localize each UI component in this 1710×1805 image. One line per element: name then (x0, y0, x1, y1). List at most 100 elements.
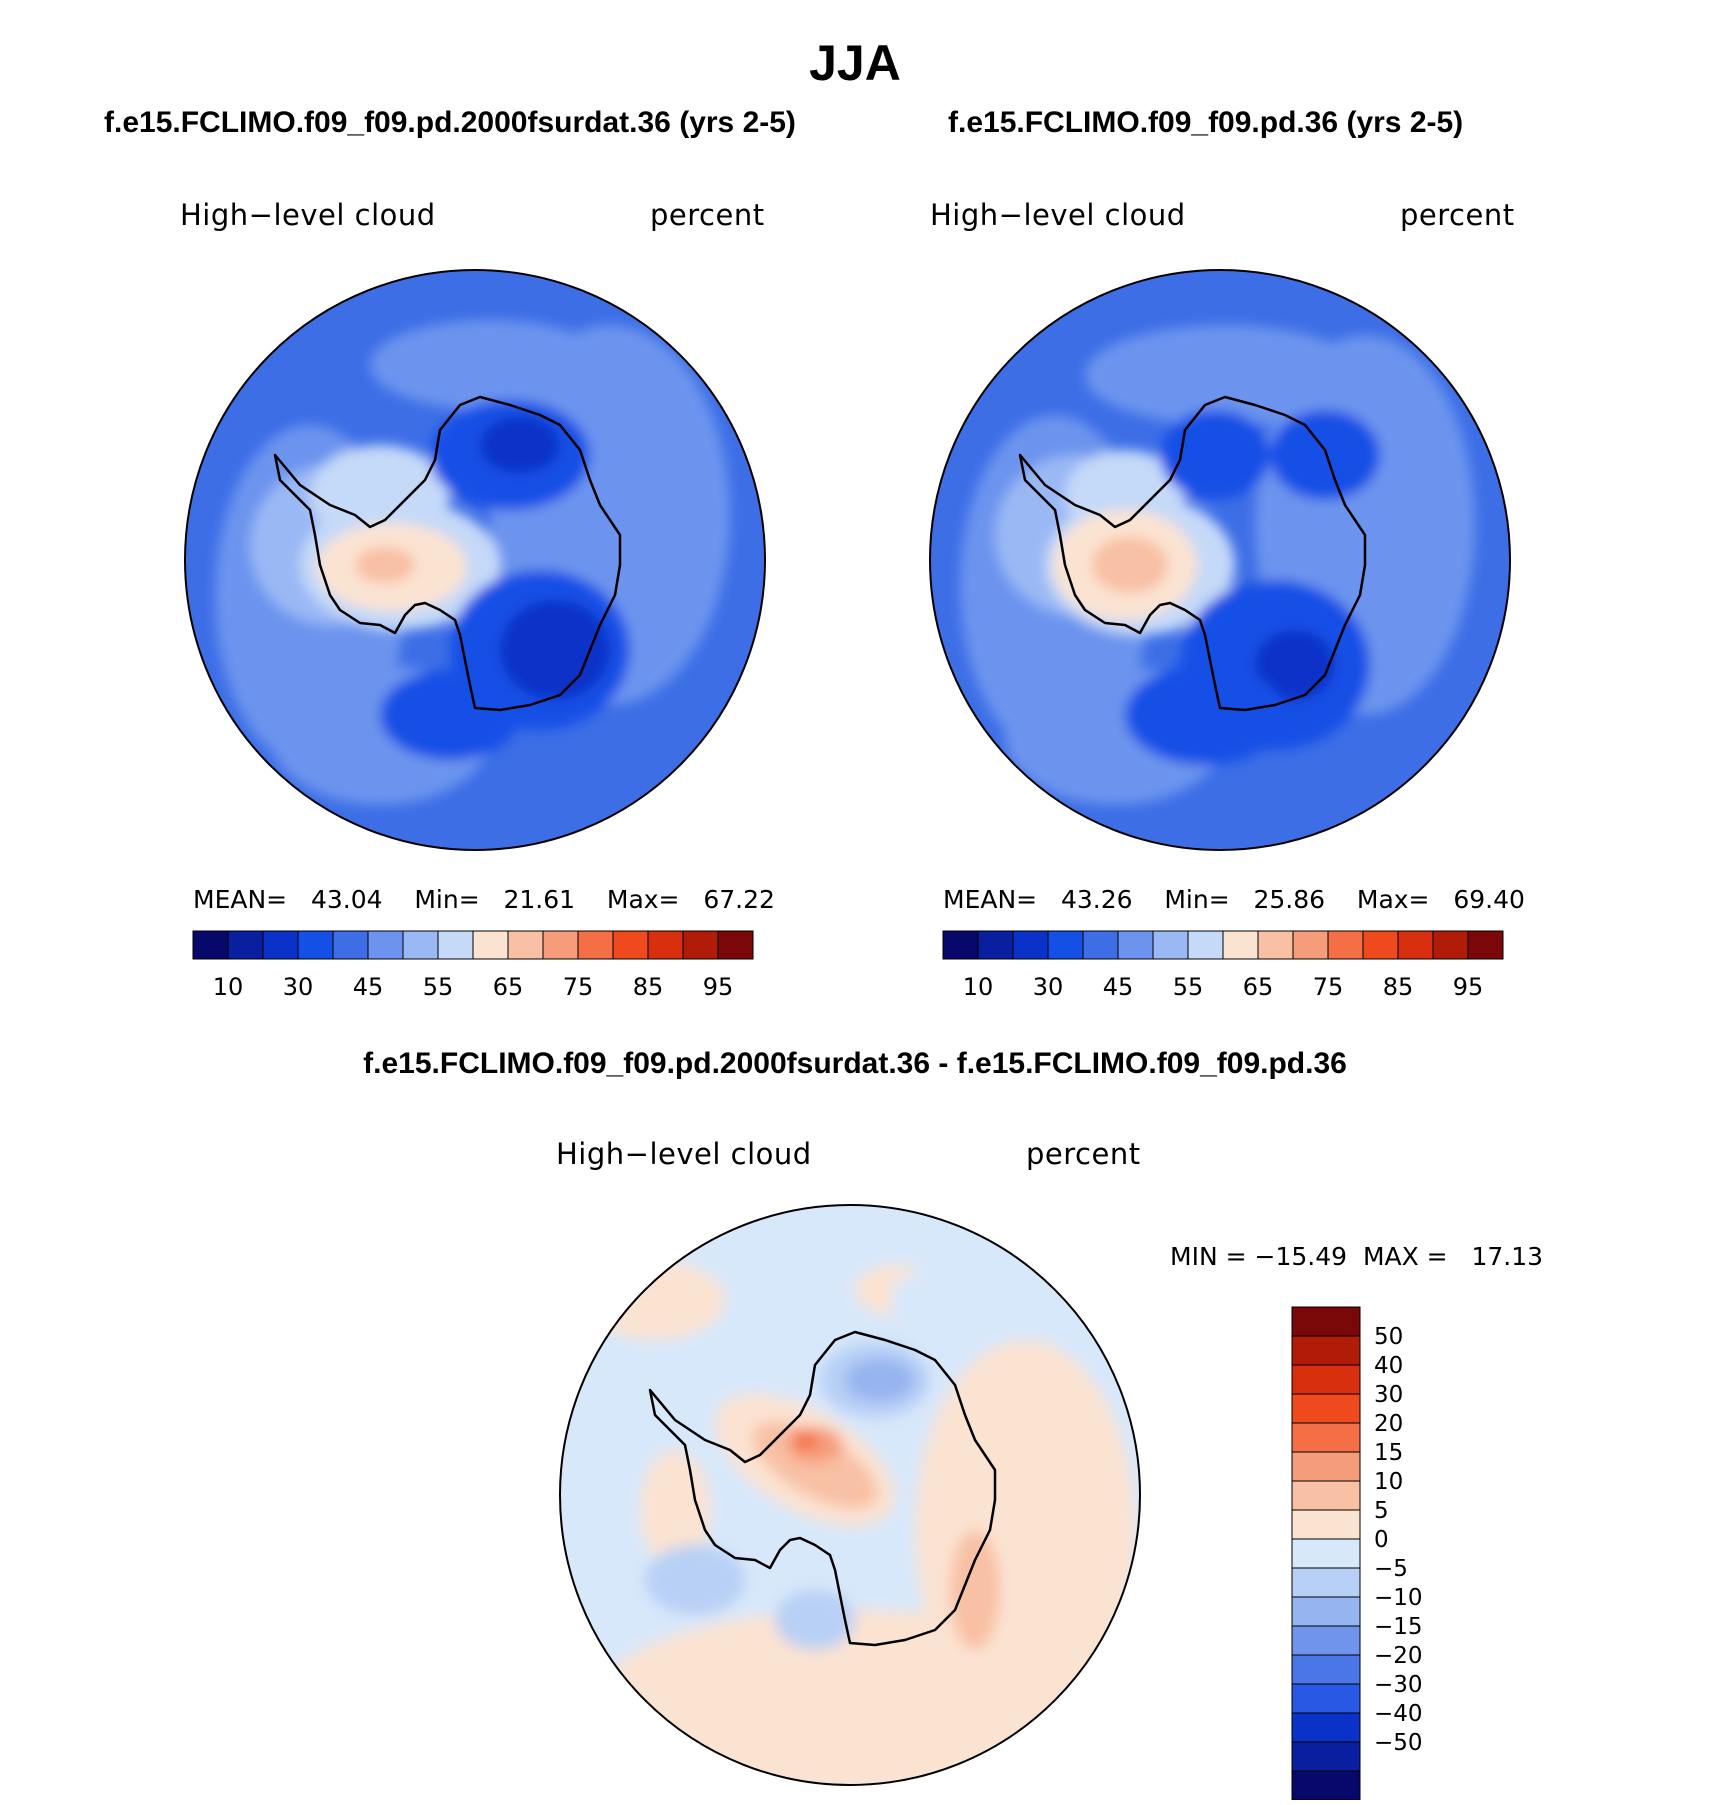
panel1-colorbar-box (437, 930, 474, 960)
diff-colorbar-box (1291, 1422, 1361, 1453)
panel2-colorbar-box (1257, 930, 1294, 960)
diff-colorbar-tick-label: 20 (1374, 1411, 1403, 1437)
panel1-mean-label: MEAN= (193, 885, 288, 914)
diff-colorbar-tick-label: −50 (1374, 1730, 1423, 1756)
diff-colorbar-box (1291, 1335, 1361, 1366)
panel1-colorbar-box (192, 930, 229, 960)
panel2-colorbar-tick-label: 55 (1173, 973, 1204, 998)
panel1-colorbar-box (332, 930, 369, 960)
panel1-colorbar-box (227, 930, 264, 960)
panel1-colorbar-box (262, 930, 299, 960)
diff-stats: MIN = −15.49 MAX = 17.13 (1170, 1242, 1543, 1271)
panel1-colorbar-box (507, 930, 544, 960)
panel2-stats: MEAN= 43.26 Min= 25.86 Max= 69.40 (943, 885, 1525, 914)
diff-max-label: MAX = (1362, 1242, 1448, 1271)
panel2-colorbar-box (1222, 930, 1259, 960)
panel2-colorbar-box (1152, 930, 1189, 960)
diff-colorbar-tick-label: 40 (1374, 1353, 1403, 1379)
diff-min-label: MIN = (1170, 1242, 1247, 1271)
panel2-variable-label: High−level cloud (930, 198, 1186, 232)
panel2-colorbar-tick-label: 65 (1243, 973, 1274, 998)
panel1-colorbar-tick-label: 65 (493, 973, 524, 998)
panel1-polar-map (184, 269, 766, 851)
panel1-max-value: 67.22 (703, 885, 775, 914)
panel1-stats: MEAN= 43.04 Min= 21.61 Max= 67.22 (193, 885, 775, 914)
panel2-colorbar-box (1117, 930, 1154, 960)
panel2-colorbar-box (1467, 930, 1504, 960)
panel1-colorbar-tick-label: 45 (353, 973, 384, 998)
panel1-coastline (273, 395, 622, 712)
diff-map-border (559, 1204, 1141, 1786)
diff-colorbar-box (1291, 1306, 1361, 1337)
diff-colorbar-tick-label: 15 (1374, 1440, 1403, 1466)
panel1-max-label: Max= (606, 885, 680, 914)
diff-colorbar-tick-label: 10 (1374, 1469, 1403, 1495)
panel1-units-label: percent (650, 198, 765, 232)
diff-min-value: −15.49 (1254, 1242, 1348, 1271)
diff-colorbar-tick-label: −20 (1374, 1643, 1423, 1669)
panel1-colorbar-box (682, 930, 719, 960)
panel2-colorbar-box (977, 930, 1014, 960)
diff-colorbar-box (1291, 1364, 1361, 1395)
panel2-colorbar-box (1187, 930, 1224, 960)
diff-colorbar-box (1291, 1567, 1361, 1598)
diff-colorbar-box (1291, 1480, 1361, 1511)
panel2-units-label: percent (1400, 198, 1515, 232)
panel1-colorbar-tick-label: 95 (703, 973, 734, 998)
panel1-min-label: Min= (414, 885, 480, 914)
diff-colorbar-box (1291, 1393, 1361, 1424)
panel1-colorbar-box (612, 930, 649, 960)
diff-colorbar-box (1291, 1770, 1361, 1800)
panel2-colorbar-box (1362, 930, 1399, 960)
panel1-variable-label: High−level cloud (180, 198, 436, 232)
diff-units-label: percent (1026, 1137, 1141, 1171)
panel2-max-label: Max= (1356, 885, 1430, 914)
panel1-colorbar-box (542, 930, 579, 960)
diff-variable-label: High−level cloud (556, 1137, 812, 1171)
panel1-colorbar-box (297, 930, 334, 960)
panel2-coastline (1018, 395, 1367, 712)
main-title: JJA (809, 35, 901, 91)
panel2-colorbar-box (1292, 930, 1329, 960)
panel1-map-border (184, 269, 766, 851)
panel1-colorbar-box (367, 930, 404, 960)
diff-max-value: 17.13 (1471, 1242, 1544, 1271)
panel1-colorbar-box (402, 930, 439, 960)
diff-colorbar-box (1291, 1654, 1361, 1685)
panel2-colorbar-tick-label: 30 (1033, 973, 1064, 998)
panel2-run-title: f.e15.FCLIMO.f09_f09.pd.36 (yrs 2-5) (948, 106, 1464, 139)
panel2-colorbar-tick-label: 45 (1103, 973, 1134, 998)
diff-colorbar-box (1291, 1509, 1361, 1540)
diff-colorbar-tick-label: −15 (1374, 1614, 1423, 1640)
panel2-min-value: 25.86 (1253, 885, 1326, 914)
diff-colorbar-box (1291, 1712, 1361, 1743)
panel2-colorbar-box (1327, 930, 1364, 960)
panel1-colorbar-tick-label: 10 (213, 973, 244, 998)
panel2-colorbar-box (1397, 930, 1434, 960)
panel1-run-title: f.e15.FCLIMO.f09_f09.pd.2000fsurdat.36 (… (104, 106, 796, 139)
diff-colorbar-box (1291, 1538, 1361, 1569)
diff-colorbar-tick-label: −40 (1374, 1701, 1423, 1727)
diff-colorbar-tick-label: 5 (1374, 1498, 1389, 1524)
diff-colorbar-tick-label: 50 (1374, 1324, 1403, 1350)
diff-colorbar-tick-label: 0 (1374, 1527, 1389, 1553)
panel2-min-label: Min= (1164, 885, 1230, 914)
panel1-colorbar-box (647, 930, 684, 960)
diff-colorbar-tick-label: 30 (1374, 1382, 1403, 1408)
panel2-max-value: 69.40 (1453, 885, 1525, 914)
panel2-colorbar-box (1012, 930, 1049, 960)
panel1-colorbar-tick-label: 55 (423, 973, 454, 998)
panel1-colorbar-box (717, 930, 754, 960)
panel2-map-border (929, 269, 1511, 851)
panel1-colorbar-box (472, 930, 509, 960)
panel2-colorbar-box (942, 930, 979, 960)
diff-colorbar-box (1291, 1683, 1361, 1714)
panel1-colorbar-box (577, 930, 614, 960)
panel2-mean-value: 43.26 (1060, 885, 1133, 914)
panel1-colorbar-tick-label: 85 (633, 973, 664, 998)
diff-colorbar-tick-label: −30 (1374, 1672, 1423, 1698)
panel2-colorbar-box (1082, 930, 1119, 960)
diff-colorbar-box (1291, 1741, 1361, 1772)
panel2-mean-label: MEAN= (943, 885, 1038, 914)
